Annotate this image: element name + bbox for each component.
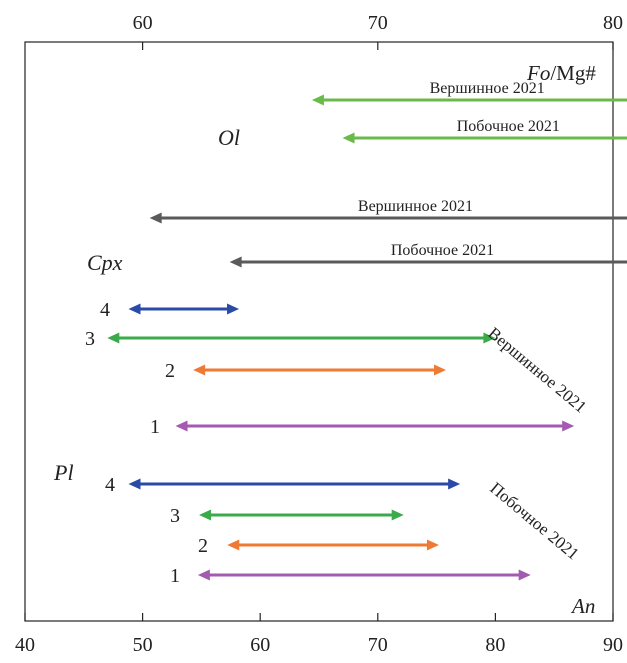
bottom-tick-label: 60	[250, 634, 270, 656]
bottom-axis-ticks: 40 50 60 70 80 90	[15, 613, 623, 656]
range-bar-left-head	[199, 509, 212, 521]
range-bar-ol-0	[311, 94, 627, 106]
range-bar-left-head	[175, 420, 188, 432]
range-bar-left-head	[229, 256, 242, 268]
range-bar-number-label: 4	[100, 299, 110, 321]
range-bar-right-head	[391, 509, 404, 521]
range-bar-right-head	[227, 303, 240, 315]
range-bar-left-head	[149, 212, 162, 224]
range-bar-label: Побочное 2021	[457, 118, 560, 135]
range-bar-pl-0-0	[128, 303, 240, 315]
range-bar-number-label: 2	[165, 360, 175, 382]
range-bar-ol-1	[342, 132, 627, 144]
range-bar-right-head	[562, 420, 575, 432]
bottom-tick-label: 40	[15, 634, 35, 656]
bottom-tick-label: 80	[485, 634, 505, 656]
pl-subgroup-label-vershinnoe: Вершинное 2021	[484, 324, 590, 417]
range-bar-label: Вершинное 2021	[430, 80, 545, 97]
bottom-tick-label: 50	[133, 634, 153, 656]
range-bar-number-label: 2	[198, 535, 208, 557]
range-bar-number-label: 3	[85, 328, 95, 350]
range-bar-left-head	[311, 94, 324, 106]
range-bar-number-label: 1	[170, 565, 180, 587]
range-bar-label: Побочное 2021	[391, 242, 494, 259]
group-label-ol: Ol	[218, 125, 240, 150]
range-bar-cpx-0	[149, 212, 627, 224]
range-bar-pl-1-2	[227, 539, 439, 551]
plot-frame	[24, 41, 614, 622]
range-bar-number-label: 3	[170, 505, 180, 527]
top-tick-label: 70	[368, 12, 388, 34]
range-bar-right-head	[426, 539, 439, 551]
range-bar-left-head	[128, 303, 141, 315]
range-bar-pl-0-3	[175, 420, 575, 432]
bottom-axis-label: An	[570, 594, 595, 618]
range-bar-right-head	[483, 332, 496, 344]
range-bar-number-label: 4	[105, 474, 115, 496]
top-tick-label: 60	[133, 12, 153, 34]
range-bar-pl-0-1	[107, 332, 496, 344]
range-bar-pl-1-0	[128, 478, 461, 490]
range-bar-right-head	[448, 478, 461, 490]
top-axis-label: Fo/Mg#	[526, 61, 596, 85]
range-bar-left-head	[107, 332, 120, 344]
top-axis-ticks: 60 70 80	[133, 12, 623, 50]
range-bar-left-head	[227, 539, 240, 551]
pl-subgroup-label-pobochnoe: Побочное 2021	[486, 479, 582, 564]
group-label-pl: Pl	[53, 460, 74, 485]
range-bar-left-head	[342, 132, 355, 144]
range-bar-cpx-1	[229, 256, 627, 268]
range-bar-pl-0-2	[193, 364, 447, 376]
range-bar-right-head	[518, 569, 531, 581]
range-bar-label: Вершинное 2021	[358, 198, 473, 215]
range-bar-left-head	[197, 569, 210, 581]
bottom-tick-label: 70	[368, 634, 388, 656]
range-bar-number-label: 1	[150, 416, 160, 438]
top-tick-label: 80	[603, 12, 623, 34]
range-bar-pl-1-3	[197, 569, 531, 581]
range-bar-left-head	[128, 478, 141, 490]
group-label-cpx: Cpx	[87, 250, 123, 275]
top-axis-label-italic: Fo	[526, 61, 550, 85]
range-bar-pl-1-1	[199, 509, 404, 521]
top-axis-label-rest: /Mg#	[550, 61, 596, 85]
range-bar-right-head	[434, 364, 447, 376]
bottom-tick-label: 90	[603, 634, 623, 656]
range-bars: Вершинное 2021 Побочное 2021 Вершинное 202…	[85, 80, 627, 587]
range-bar-left-head	[193, 364, 206, 376]
